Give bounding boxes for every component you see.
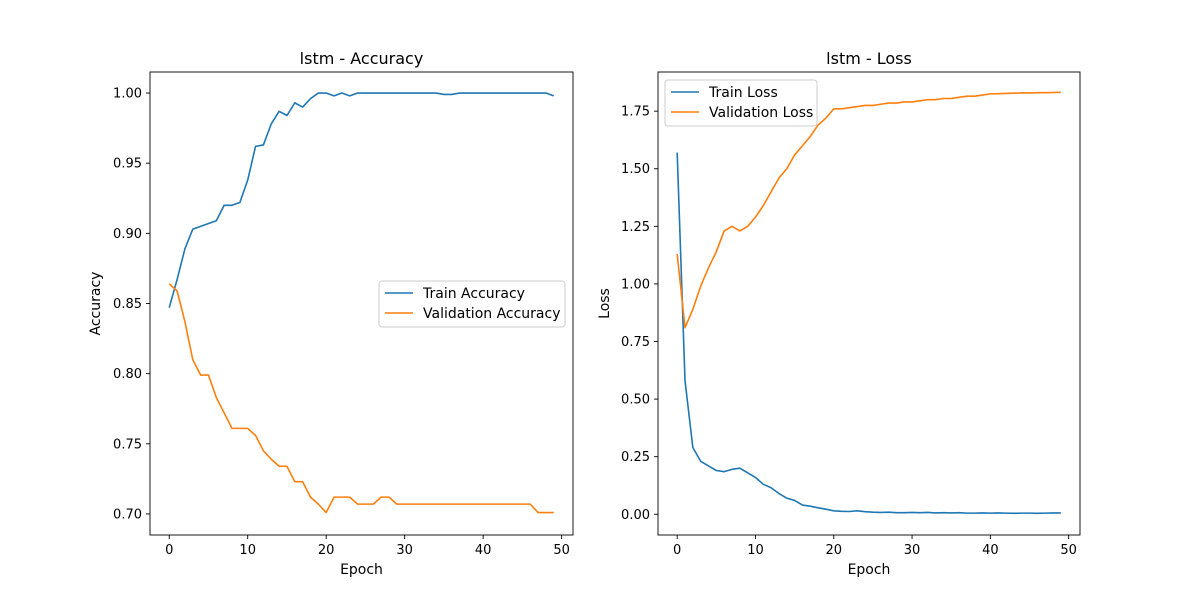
series-line-1-1 bbox=[676, 91, 1061, 329]
chart-panel-0: 0 10 20 30 40 50 0.70 0.75 0.80 0.85 0.90 0.95 1.00 l… bbox=[88, 49, 574, 578]
y-tick-label: 1.00 bbox=[113, 87, 142, 102]
x-tick-label: 10 bbox=[239, 543, 256, 558]
x-tick-label: 50 bbox=[553, 543, 570, 558]
legend: Train Accuracy Validation Accuracy bbox=[378, 280, 566, 328]
series-line-0-0 bbox=[168, 92, 555, 308]
x-tick-label: 0 bbox=[165, 543, 173, 558]
chart-title: lstm - Accuracy bbox=[300, 49, 424, 68]
y-tick-label: 0.80 bbox=[113, 367, 142, 382]
y-tick-label: 0.90 bbox=[113, 227, 142, 242]
x-tick-label: 20 bbox=[825, 543, 842, 558]
y-tick-label: 0.25 bbox=[621, 450, 650, 465]
y-tick-label: 0.50 bbox=[621, 393, 650, 408]
legend-label: Validation Accuracy bbox=[423, 306, 561, 322]
legend-label: Train Accuracy bbox=[422, 286, 525, 302]
y-axis-label: Loss bbox=[597, 288, 613, 319]
x-tick-label: 10 bbox=[747, 543, 764, 558]
chart-title: lstm - Loss bbox=[826, 49, 912, 68]
y-tick-label: 1.50 bbox=[621, 162, 650, 177]
y-tick-label: 1.25 bbox=[621, 220, 650, 235]
y-tick-label: 0.95 bbox=[113, 157, 142, 172]
x-tick-label: 40 bbox=[982, 543, 999, 558]
axes-frame-1 bbox=[657, 71, 1081, 536]
x-tick-label: 20 bbox=[318, 543, 335, 558]
x-tick-label: 0 bbox=[673, 543, 681, 558]
x-tick-label: 30 bbox=[396, 543, 413, 558]
y-tick-label: 0.00 bbox=[621, 508, 650, 523]
legend-box bbox=[664, 79, 818, 127]
legend-label: Train Loss bbox=[708, 85, 778, 101]
series-line-0-1 bbox=[168, 283, 554, 514]
y-tick-label: 1.75 bbox=[621, 105, 650, 120]
legend-box bbox=[378, 280, 566, 328]
x-tick-label: 50 bbox=[1060, 543, 1077, 558]
legend-label: Validation Loss bbox=[709, 105, 813, 121]
y-axis-label: Accuracy bbox=[88, 272, 104, 336]
x-axis-label: Epoch bbox=[848, 562, 891, 578]
y-tick-label: 0.75 bbox=[621, 335, 650, 350]
y-tick-label: 1.00 bbox=[621, 277, 650, 292]
legend: Train Loss Validation Loss bbox=[664, 79, 818, 127]
chart-panel-1: 0 10 20 30 40 50 0.00 0.25 0.50 0.75 1.00 1.25 1.50 1… bbox=[597, 49, 1081, 578]
y-tick-label: 0.85 bbox=[113, 297, 142, 312]
y-tick-label: 0.70 bbox=[113, 507, 142, 522]
x-tick-label: 40 bbox=[475, 543, 492, 558]
x-tick-label: 30 bbox=[904, 543, 921, 558]
series-line-1-0 bbox=[676, 152, 1061, 515]
y-tick-label: 0.75 bbox=[113, 437, 142, 452]
x-axis-label: Epoch bbox=[340, 562, 383, 578]
